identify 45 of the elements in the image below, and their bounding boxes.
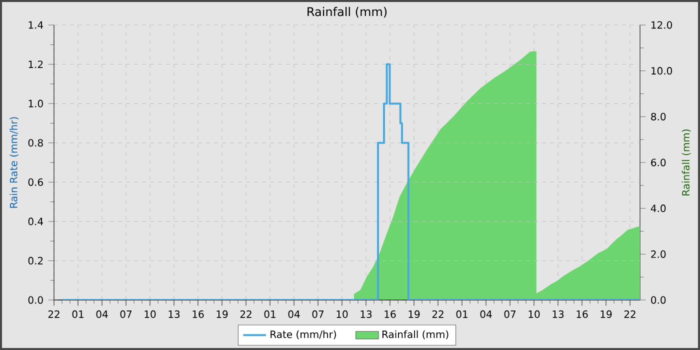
x-tick-label: 22 bbox=[240, 310, 252, 318]
x-tick-label: 01 bbox=[456, 310, 468, 318]
x-tick-label: 16 bbox=[576, 310, 588, 318]
y-tick-label: 0.0 bbox=[28, 296, 43, 304]
x-tick-label: 19 bbox=[408, 310, 420, 318]
y2-tick-label: 8.0 bbox=[651, 112, 666, 120]
y2-tick-label: 10.0 bbox=[652, 67, 672, 75]
x-tick-label: 19 bbox=[600, 310, 612, 318]
y-tick-label: 1.0 bbox=[28, 100, 43, 108]
y2-tick-label: 4.0 bbox=[650, 204, 666, 212]
x-tick-label: 10 bbox=[528, 310, 540, 318]
x-tick-label: 22 bbox=[432, 310, 444, 318]
x-tick-label: 10 bbox=[336, 310, 348, 318]
y-tick-label: 1.4 bbox=[28, 21, 44, 29]
x-tick-label: 01 bbox=[72, 310, 84, 318]
chart-title: Rainfall (mm) bbox=[308, 6, 387, 18]
y2-tick-label: 0.0 bbox=[651, 296, 666, 304]
y-tick-label: 0.8 bbox=[28, 139, 43, 147]
y-tick-label: 1.2 bbox=[28, 60, 43, 68]
x-tick-label: 04 bbox=[96, 310, 108, 318]
x-tick-label: 04 bbox=[288, 310, 300, 318]
x-tick-label: 07 bbox=[504, 310, 516, 318]
x-tick-label: 07 bbox=[120, 310, 132, 318]
y-tick-label: 0.4 bbox=[28, 218, 44, 226]
y2-tick-label: 12.0 bbox=[652, 21, 672, 29]
y2-axis-title: Rainfall (mm) bbox=[682, 130, 691, 196]
x-tick-label: 22 bbox=[48, 310, 60, 318]
y-tick-label: 0.2 bbox=[28, 256, 43, 264]
x-tick-label: 16 bbox=[192, 310, 204, 318]
y-axis-title: Rain Rate (mm/hr) bbox=[10, 117, 19, 208]
x-tick-label: 13 bbox=[360, 310, 372, 318]
x-tick-label: 22 bbox=[624, 310, 636, 318]
x-tick-label: 10 bbox=[144, 310, 156, 318]
x-tick-label: 16 bbox=[384, 310, 396, 318]
x-tick-label: 13 bbox=[552, 310, 564, 318]
x-tick-label: 13 bbox=[168, 310, 180, 318]
y2-tick-label: 2.0 bbox=[651, 250, 666, 258]
x-tick-label: 19 bbox=[216, 310, 228, 318]
legend-label: Rate (mm/hr) bbox=[270, 330, 336, 340]
x-tick-label: 01 bbox=[264, 310, 276, 318]
y2-tick-label: 6.0 bbox=[651, 158, 666, 166]
y-tick-label: 0.6 bbox=[28, 178, 43, 186]
legend-label: Rainfall (mm) bbox=[382, 330, 448, 340]
x-tick-label: 07 bbox=[312, 310, 324, 318]
x-tick-label: 04 bbox=[480, 310, 492, 318]
